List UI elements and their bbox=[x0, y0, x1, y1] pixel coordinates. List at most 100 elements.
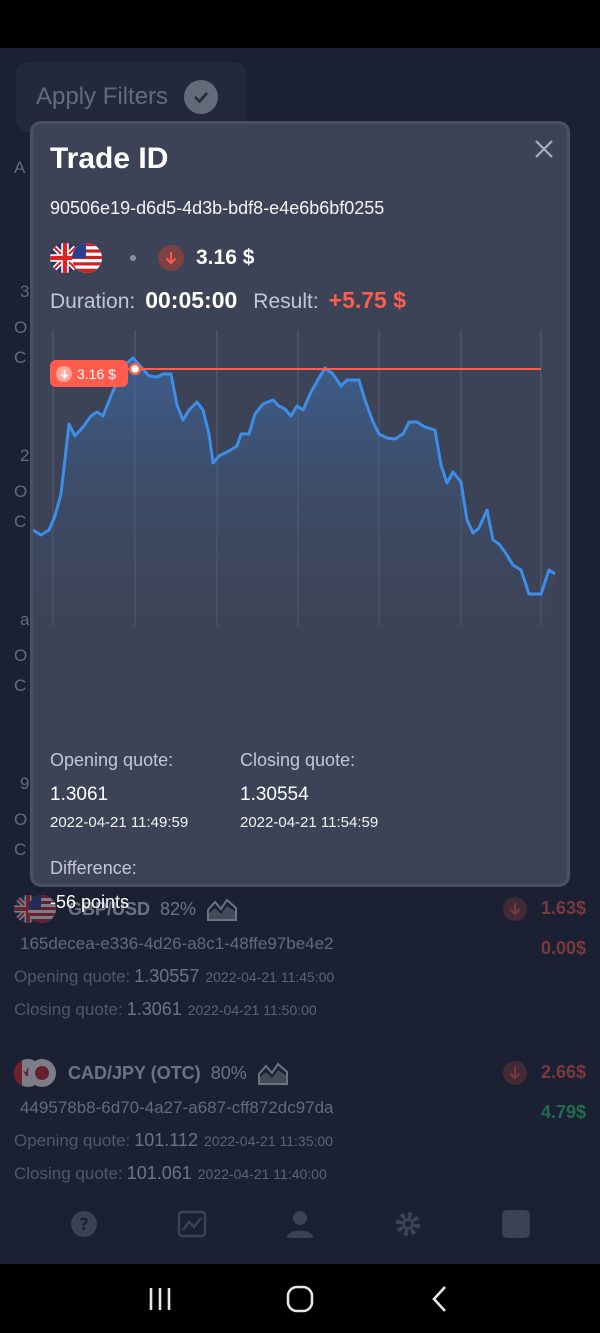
edge-letter: O bbox=[14, 482, 28, 501]
trade-amount: 1.63$ bbox=[502, 897, 586, 921]
edge-letter: C bbox=[14, 840, 27, 859]
opening-quote-line: Opening quote: 1.30557 2022-04-21 11:45:00 bbox=[14, 966, 588, 987]
us-flag-icon bbox=[72, 243, 102, 273]
trade-summary: 3.16 $ bbox=[50, 242, 254, 274]
trade-amount-value: 2.66$ bbox=[540, 1061, 586, 1082]
opening-quote-line: Opening quote: 101.112 2022-04-21 11:35:00 bbox=[14, 1130, 588, 1151]
us-flag-icon bbox=[28, 895, 56, 923]
result-label: Result: bbox=[253, 290, 319, 313]
trade-details-modal: Trade ID 90506e19-d6d5-4d3b-bdf8-e4e6b6b… bbox=[32, 124, 567, 912]
opening-quote-time: 2022-04-21 11:45:00 bbox=[205, 969, 335, 985]
opening-quote-label: Opening quote: bbox=[14, 967, 131, 986]
closing-quote-value: 101.061 bbox=[126, 1163, 192, 1183]
pair-name: GBP/USD bbox=[68, 898, 151, 919]
trade-amount: 2.66$ bbox=[502, 1061, 586, 1085]
arrow-down-icon bbox=[158, 245, 184, 271]
pair-name: CAD/JPY (OTC) bbox=[68, 1062, 201, 1083]
duration-result-line: Duration: 00:05:00 Result: +5.75 $ bbox=[50, 287, 406, 314]
closing-quote-value: 1.30554 bbox=[240, 784, 309, 805]
arrow-down-icon bbox=[56, 365, 72, 382]
duration-value: 00:05:00 bbox=[145, 287, 238, 313]
edge-letter: O bbox=[14, 318, 28, 337]
apply-filters-label: Apply Filters bbox=[36, 83, 169, 110]
uk-flag-icon bbox=[14, 895, 42, 923]
trade-result: 0.00$ bbox=[540, 938, 586, 958]
duration-label: Duration: bbox=[50, 290, 136, 313]
trade-history-background: Apply Filters A 3 O C 2 O C a O C 9 O C bbox=[0, 48, 600, 1264]
svg-text:?: ? bbox=[79, 1215, 89, 1235]
separator-dot bbox=[130, 255, 136, 261]
difference-label: Difference: bbox=[50, 858, 137, 878]
edge-letter: 9 bbox=[20, 774, 30, 793]
closing-quote-label: Closing quote: bbox=[14, 1164, 123, 1183]
close-icon[interactable] bbox=[533, 138, 555, 160]
recent-apps-icon bbox=[149, 1287, 171, 1310]
chart-icon[interactable] bbox=[177, 1209, 207, 1239]
help-icon[interactable]: ? bbox=[69, 1209, 99, 1239]
opening-quote-time: 2022-04-21 11:35:00 bbox=[204, 1133, 333, 1149]
currency-flags bbox=[14, 895, 58, 923]
recent-apps-button[interactable] bbox=[130, 1274, 190, 1324]
trade-row[interactable]: GBP/USD 82% 1.63$ 165decea-e336-4d26-a8c… bbox=[14, 894, 588, 1020]
trade-amount-value: 1.63$ bbox=[540, 897, 586, 918]
opening-quote-time: 2022-04-21 11:49:59 bbox=[50, 814, 189, 831]
result-value: +5.75 $ bbox=[328, 287, 407, 313]
price-chart: 3.16 $ bbox=[32, 330, 567, 630]
gear-icon[interactable] bbox=[393, 1209, 423, 1239]
closing-quote-time: 2022-04-21 11:50:00 bbox=[187, 1002, 317, 1018]
back-button[interactable] bbox=[410, 1274, 470, 1324]
currency-flags bbox=[14, 1059, 58, 1087]
closing-quote-line: Closing quote: 101.061 2022-04-21 11:40:00 bbox=[14, 1163, 588, 1184]
home-icon bbox=[286, 1285, 314, 1312]
japan-flag-icon bbox=[28, 1059, 56, 1087]
area-chart-icon bbox=[257, 1062, 288, 1085]
closing-quote-line: Closing quote: 1.3061 2022-04-21 11:50:00 bbox=[14, 999, 588, 1020]
apply-filters-button[interactable]: Apply Filters bbox=[16, 62, 246, 132]
trade-result: 4.79$ bbox=[540, 1102, 586, 1122]
opening-quote-value: 101.112 bbox=[134, 1130, 198, 1150]
currency-flags bbox=[50, 243, 102, 273]
price-tag: 3.16 $ bbox=[50, 360, 128, 387]
arrow-down-icon bbox=[502, 897, 527, 921]
user-icon[interactable] bbox=[285, 1209, 315, 1239]
opening-quote-label: Opening quote: bbox=[50, 750, 174, 770]
back-icon bbox=[432, 1285, 446, 1312]
entry-point-marker bbox=[128, 362, 142, 376]
trade-row[interactable]: CAD/JPY (OTC) 80% 2.66$ 449578b8-6d70-4a… bbox=[14, 1058, 588, 1184]
menu-square-icon[interactable] bbox=[501, 1209, 531, 1239]
android-nav-bar bbox=[0, 1264, 600, 1333]
edge-letter: 2 bbox=[20, 446, 30, 465]
payout-percent: 80% bbox=[210, 1062, 247, 1083]
price-tag-value: 3.16 $ bbox=[77, 365, 116, 382]
trade-amount: 3.16 $ bbox=[196, 246, 255, 269]
trade-id: 165decea-e336-4d26-a8c1-48ffe97be4e2 bbox=[20, 934, 334, 953]
edge-letter: C bbox=[14, 676, 27, 695]
difference-value: -56 points bbox=[50, 892, 130, 912]
opening-quote-value: 1.3061 bbox=[50, 784, 109, 805]
trades-screen: Apply Filters A 3 O C 2 O C a O C 9 O C bbox=[0, 48, 600, 1264]
trade-id: 449578b8-6d70-4a27-a687-cff872dc97da bbox=[20, 1098, 334, 1117]
status-bar bbox=[0, 0, 600, 48]
modal-title: Trade ID bbox=[50, 142, 169, 175]
check-icon bbox=[184, 80, 219, 114]
area-chart-icon bbox=[207, 898, 238, 921]
arrow-down-icon bbox=[502, 1061, 527, 1085]
opening-quote-label: Opening quote: bbox=[14, 1131, 131, 1150]
edge-letter: 3 bbox=[20, 282, 30, 301]
closing-quote-label: Closing quote: bbox=[14, 1000, 123, 1019]
edge-letter: C bbox=[14, 512, 27, 531]
edge-letter: O bbox=[14, 810, 28, 829]
trade-id: 90506e19-d6d5-4d3b-bdf8-e4e6b6bf0255 bbox=[50, 198, 385, 218]
edge-letter: C bbox=[14, 348, 27, 367]
opening-quote-value: 1.30557 bbox=[134, 966, 200, 986]
edge-letter: a bbox=[20, 610, 30, 629]
bottom-tab-bar: ? bbox=[0, 1184, 600, 1264]
edge-letter: A bbox=[14, 158, 26, 177]
closing-quote-value: 1.3061 bbox=[126, 999, 182, 1019]
closing-quote-time: 2022-04-21 11:54:59 bbox=[240, 814, 379, 831]
payout-percent: 82% bbox=[160, 898, 197, 919]
canada-flag-icon bbox=[14, 1059, 42, 1087]
closing-quote-label: Closing quote: bbox=[240, 750, 356, 770]
home-button[interactable] bbox=[270, 1274, 330, 1324]
closing-quote-time: 2022-04-21 11:40:00 bbox=[197, 1166, 327, 1182]
